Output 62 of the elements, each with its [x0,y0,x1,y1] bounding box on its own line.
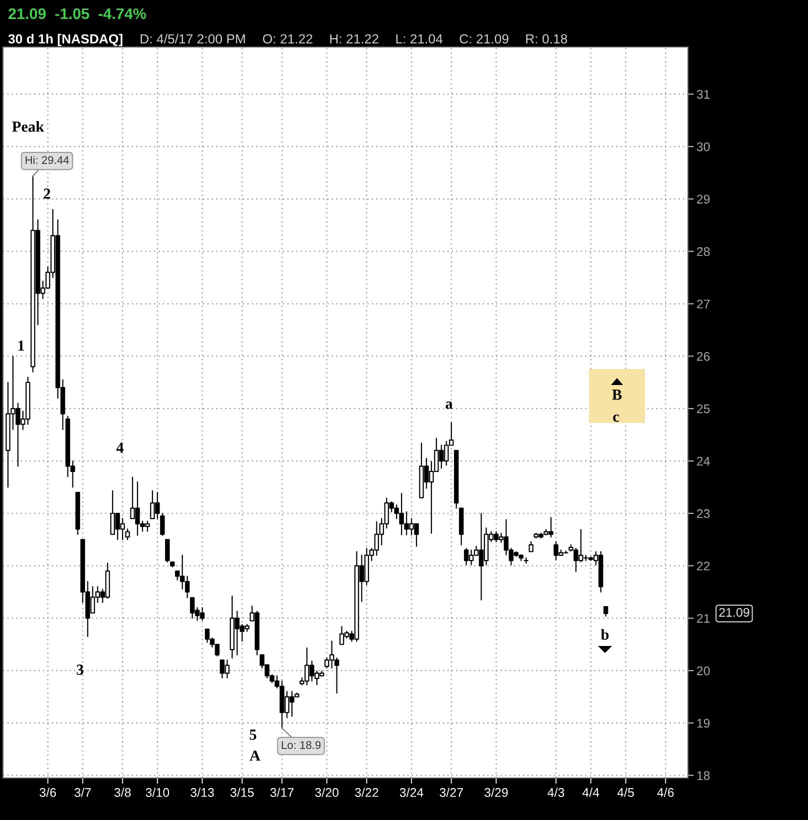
candlestick [75,492,80,535]
text: O: 21.22 [263,34,312,44]
x-tick-label: 3/15 [230,788,254,797]
x-tick-label: 3/10 [146,788,170,797]
chart-subtitle: 21.09 -1.05 -4.74% [8,8,146,20]
text: H: 21.22 [330,34,378,44]
chart-title: 30 d 1h [NASDAQ] [8,34,122,46]
x-tick-label: 3/6 [40,788,56,797]
y-tick-label: 23 [696,509,710,518]
annotation: a [446,402,453,409]
x-tick-label: 3/24 [400,788,424,797]
candlestick [458,508,464,546]
y-tick-label: 30 [696,142,710,152]
candlestick [125,528,130,540]
x-tick-label: 3/29 [484,788,508,797]
y-tick-label: 25 [696,404,710,414]
text: D: 4/5/17 2:00 PM [140,34,245,44]
annotation: B [612,390,622,400]
candlestick [160,512,165,536]
annotation: 2 [44,188,50,199]
y-tick-label: 20 [696,666,710,676]
annotation: 5 [250,730,256,740]
annotation: c [613,414,620,422]
y-tick-label: 22 [696,562,710,570]
x-tick-label: 4/4 [582,788,600,797]
annotation: Peak [12,121,44,132]
x-tick-label: 3/7 [74,788,91,797]
annotation: 1 [18,340,24,351]
y-tick-label: 31 [696,90,710,99]
y-tick-label: 29 [696,194,710,204]
annotation: 4 [116,442,124,453]
y-tick-label: 18 [697,771,710,780]
x-tick-label: 4/5 [617,788,634,797]
y-tick-label: 24 [696,456,710,466]
x-tick-label: 3/22 [354,788,378,797]
y-tick-label: 28 [696,247,710,256]
annotation: Hi: 29.44 [26,156,69,164]
candlestick [165,539,170,563]
candlestick [603,606,608,617]
x-tick-label: 3/27 [440,788,463,797]
x-tick-label: 3/20 [315,788,338,797]
text: C: 21.09 [460,34,508,44]
annotation: Lo: 18.9 [282,741,321,749]
text: R: 0.18 [526,34,568,44]
annotation: 3 [76,664,84,675]
x-tick-label: 3/8 [114,788,131,797]
y-tick-label: 21 [696,614,710,623]
candlestick [528,541,534,552]
candlestick [524,557,528,564]
annotation: A [250,750,260,761]
x-tick-label: 3/17 [270,788,294,797]
candlestick [454,450,459,509]
text: 21.09 [719,608,750,617]
y-tick-label: 19 [697,718,710,728]
text: L: 21.04 [396,34,443,44]
annotation: b [600,629,609,640]
x-tick-label: 3/13 [190,788,214,797]
y-tick-label: 26 [696,352,710,361]
x-tick-label: 4/3 [548,788,564,797]
y-tick-label: 27 [696,300,710,308]
candlestick [170,562,175,568]
x-tick-label: 4/6 [657,788,674,797]
